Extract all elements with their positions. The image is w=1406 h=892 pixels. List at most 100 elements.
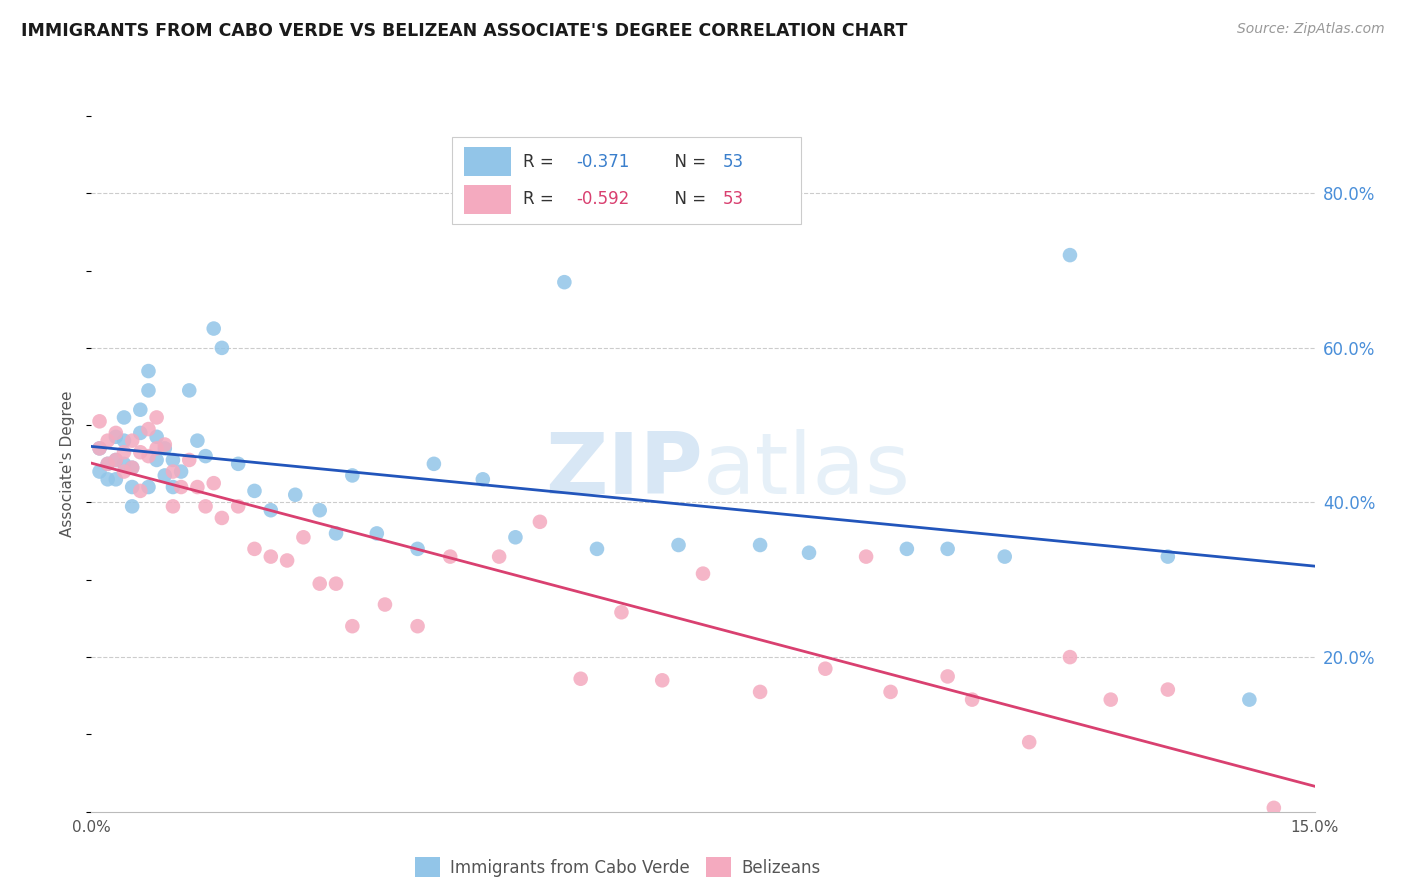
Point xyxy=(211,341,233,355)
Legend: Immigrants from Cabo Verde, Belizeans: Immigrants from Cabo Verde, Belizeans xyxy=(408,851,827,883)
FancyBboxPatch shape xyxy=(464,185,510,214)
Text: -0.592: -0.592 xyxy=(576,191,628,209)
Point xyxy=(170,480,193,494)
Point xyxy=(960,692,983,706)
Point xyxy=(692,566,714,581)
Point xyxy=(138,449,160,463)
Point xyxy=(179,453,201,467)
Point xyxy=(170,465,193,479)
Point xyxy=(112,445,135,459)
Point xyxy=(112,457,135,471)
FancyBboxPatch shape xyxy=(453,136,801,224)
Point xyxy=(308,503,330,517)
Point xyxy=(145,442,167,456)
Point xyxy=(104,425,127,440)
Point xyxy=(89,442,111,456)
Text: IMMIGRANTS FROM CABO VERDE VS BELIZEAN ASSOCIATE'S DEGREE CORRELATION CHART: IMMIGRANTS FROM CABO VERDE VS BELIZEAN A… xyxy=(21,22,907,40)
Point xyxy=(89,414,111,428)
Point xyxy=(162,453,184,467)
Point xyxy=(138,422,160,436)
Point xyxy=(1059,650,1081,665)
Point xyxy=(112,410,135,425)
Text: R =: R = xyxy=(523,153,560,171)
Point xyxy=(1157,549,1180,564)
Point xyxy=(284,488,307,502)
Point xyxy=(97,457,120,471)
Point xyxy=(194,449,217,463)
Text: ZIP: ZIP xyxy=(546,429,703,512)
Point xyxy=(749,685,772,699)
Point xyxy=(374,598,396,612)
Point xyxy=(186,434,208,448)
FancyBboxPatch shape xyxy=(464,147,510,177)
Point xyxy=(129,445,152,459)
Point xyxy=(586,541,609,556)
Point xyxy=(162,465,184,479)
Point xyxy=(1099,692,1122,706)
Point xyxy=(936,541,959,556)
Text: R =: R = xyxy=(523,191,560,209)
Point xyxy=(121,434,143,448)
Text: Source: ZipAtlas.com: Source: ZipAtlas.com xyxy=(1237,22,1385,37)
Point xyxy=(668,538,690,552)
Point xyxy=(529,515,551,529)
Point xyxy=(1157,682,1180,697)
Point xyxy=(226,500,249,514)
Point xyxy=(121,460,143,475)
Point xyxy=(138,480,160,494)
Point xyxy=(308,576,330,591)
Y-axis label: Associate's Degree: Associate's Degree xyxy=(60,391,76,537)
Point xyxy=(121,500,143,514)
Point xyxy=(97,434,120,448)
Point xyxy=(104,453,127,467)
Point xyxy=(89,465,111,479)
Point xyxy=(1239,692,1261,706)
Point xyxy=(292,530,315,544)
Point xyxy=(211,511,233,525)
Point xyxy=(243,541,266,556)
Point xyxy=(129,425,152,440)
Point xyxy=(153,442,176,456)
Point xyxy=(276,553,298,567)
Text: N =: N = xyxy=(664,153,711,171)
Point xyxy=(145,430,167,444)
Point xyxy=(162,480,184,494)
Point xyxy=(855,549,877,564)
Point xyxy=(104,453,127,467)
Point xyxy=(202,321,225,335)
Point xyxy=(89,442,111,456)
Point xyxy=(194,500,217,514)
Point xyxy=(749,538,772,552)
Text: N =: N = xyxy=(664,191,711,209)
Point xyxy=(121,480,143,494)
Point xyxy=(488,549,510,564)
Point xyxy=(651,673,673,688)
Point xyxy=(145,410,167,425)
Point xyxy=(879,685,901,699)
Point xyxy=(243,483,266,498)
Point xyxy=(342,619,364,633)
Point xyxy=(202,476,225,491)
Point xyxy=(797,546,820,560)
Point xyxy=(138,364,160,378)
Point xyxy=(936,669,959,683)
Point xyxy=(179,384,201,398)
Point xyxy=(1018,735,1040,749)
Point xyxy=(342,468,364,483)
Point xyxy=(471,472,494,486)
Text: atlas: atlas xyxy=(703,429,911,512)
Point xyxy=(505,530,527,544)
Point xyxy=(112,434,135,448)
Point xyxy=(145,453,167,467)
Point xyxy=(104,430,127,444)
Point xyxy=(423,457,446,471)
Point xyxy=(153,468,176,483)
Point xyxy=(553,275,575,289)
Point xyxy=(226,457,249,471)
Point xyxy=(994,549,1017,564)
Point xyxy=(186,480,208,494)
Point xyxy=(1263,801,1285,815)
Point xyxy=(112,465,135,479)
Point xyxy=(610,605,633,619)
Point xyxy=(138,384,160,398)
